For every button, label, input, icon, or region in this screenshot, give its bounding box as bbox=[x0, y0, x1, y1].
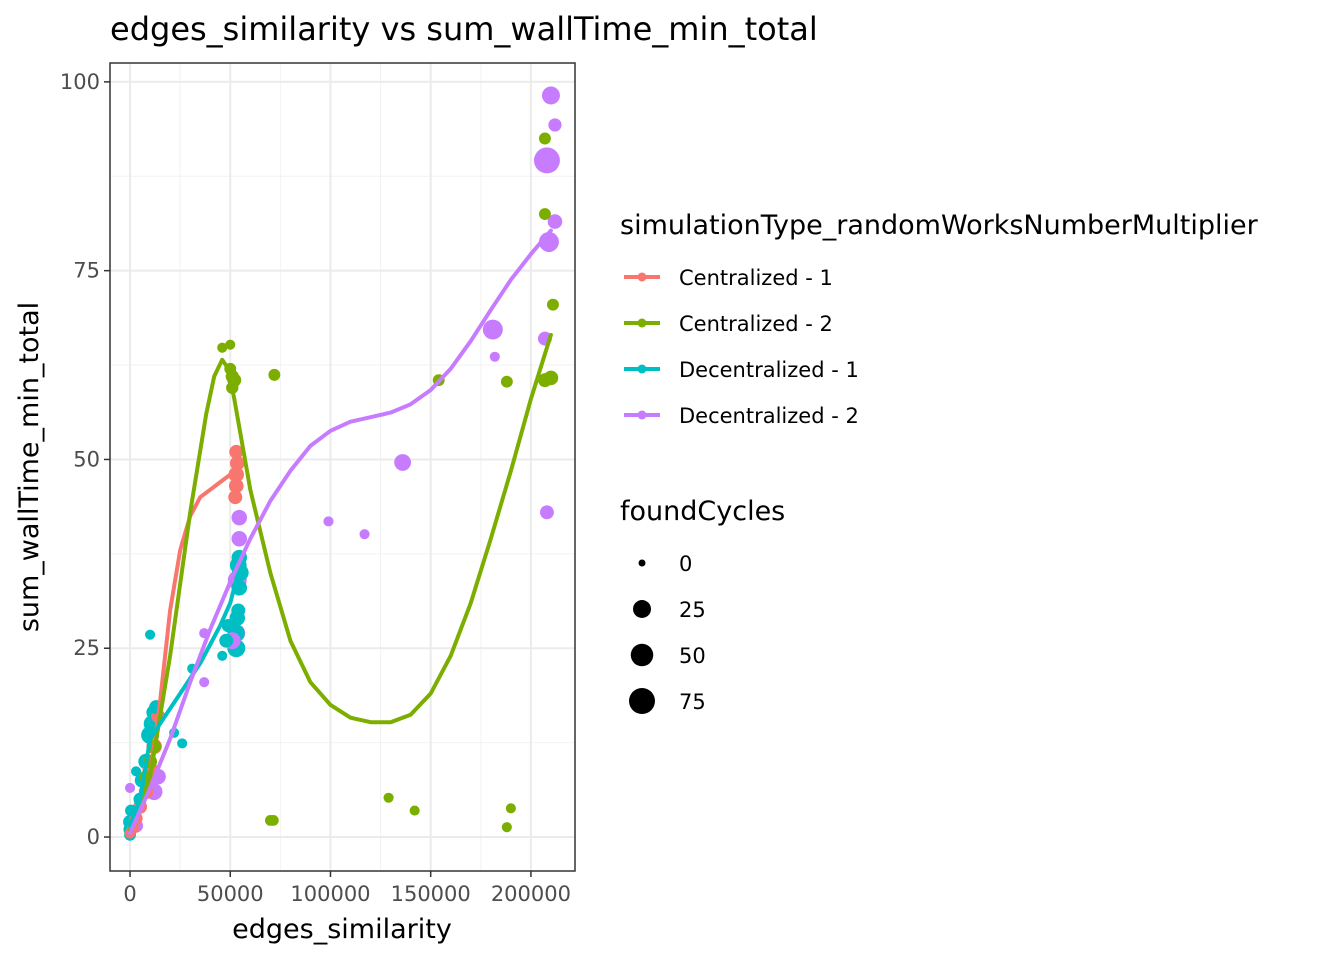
size-legend: foundCycles 0 25 50 75 bbox=[620, 496, 785, 714]
x-axis: 0 50000 100000 150000 200000 bbox=[123, 871, 571, 906]
data-point bbox=[177, 738, 188, 749]
data-point bbox=[394, 454, 412, 471]
data-point bbox=[359, 529, 370, 540]
x-axis-title: edges_similarity bbox=[232, 914, 452, 945]
minor-gridlines bbox=[110, 63, 575, 871]
data-point bbox=[546, 298, 559, 311]
data-point bbox=[268, 368, 281, 381]
data-point bbox=[231, 603, 246, 618]
data-point bbox=[489, 351, 500, 362]
data-point bbox=[538, 208, 551, 220]
x-tick-label: 100000 bbox=[290, 882, 370, 906]
data-point bbox=[221, 618, 235, 633]
plot-background bbox=[110, 63, 575, 871]
data-point bbox=[323, 516, 334, 527]
smooth-line bbox=[128, 332, 553, 832]
data-point bbox=[199, 677, 210, 688]
y-axis: 0 25 50 75 100 bbox=[60, 70, 110, 849]
y-tick-label: 25 bbox=[73, 636, 100, 660]
color-legend-label: Decentralized - 1 bbox=[679, 358, 859, 382]
data-point bbox=[217, 342, 228, 353]
color-legend-dot bbox=[637, 272, 647, 282]
data-point bbox=[501, 822, 512, 833]
color-legend-keys: Centralized - 1 Centralized - 2 Decentrali… bbox=[624, 266, 859, 428]
data-point bbox=[505, 803, 516, 814]
size-legend-title: foundCycles bbox=[620, 496, 785, 527]
color-legend: simulationType_randomWorksNumberMultipli… bbox=[620, 210, 1259, 428]
x-tick-label: 0 bbox=[123, 882, 136, 906]
color-legend-dot bbox=[637, 410, 647, 420]
data-point bbox=[228, 478, 244, 494]
data-point bbox=[267, 815, 279, 826]
plot-border bbox=[109, 62, 576, 872]
data-point bbox=[548, 118, 562, 132]
color-legend-label: Centralized - 1 bbox=[679, 266, 833, 290]
data-point bbox=[145, 629, 156, 640]
x-tick-label: 50000 bbox=[197, 882, 264, 906]
plot-panel bbox=[109, 62, 576, 872]
x-tick-label: 150000 bbox=[391, 882, 471, 906]
data-point bbox=[229, 444, 244, 459]
data-point bbox=[231, 530, 248, 547]
data-point bbox=[231, 509, 248, 526]
x-tick-label: 200000 bbox=[491, 882, 571, 906]
chart-title: edges_similarity vs sum_wallTime_min_tot… bbox=[110, 10, 818, 48]
smooth-line bbox=[128, 563, 243, 828]
data-point bbox=[219, 633, 234, 648]
size-legend-dot bbox=[629, 688, 655, 714]
data-point bbox=[482, 319, 503, 340]
y-tick-label: 50 bbox=[73, 447, 100, 471]
y-tick-label: 75 bbox=[73, 259, 100, 283]
smooth-lines bbox=[128, 228, 553, 836]
data-point bbox=[409, 805, 420, 816]
size-legend-dot bbox=[630, 643, 654, 667]
data-point bbox=[538, 132, 551, 145]
data-point bbox=[533, 147, 560, 174]
data-point bbox=[500, 375, 513, 388]
size-legend-label: 25 bbox=[679, 598, 706, 622]
data-point bbox=[537, 373, 552, 388]
size-legend-dot bbox=[633, 600, 651, 618]
color-legend-label: Decentralized - 2 bbox=[679, 404, 859, 428]
color-legend-dot bbox=[637, 364, 647, 374]
size-legend-label: 0 bbox=[679, 552, 692, 576]
data-point bbox=[539, 505, 554, 520]
data-point bbox=[228, 490, 243, 505]
data-point bbox=[225, 339, 236, 350]
smooth-line bbox=[128, 228, 553, 836]
color-legend-title: simulationType_randomWorksNumberMultipli… bbox=[620, 210, 1259, 241]
data-point bbox=[383, 792, 394, 803]
data-point bbox=[217, 650, 228, 661]
color-legend-label: Centralized - 2 bbox=[679, 312, 833, 336]
data-point bbox=[131, 766, 142, 777]
data-point bbox=[541, 86, 560, 105]
size-legend-label: 75 bbox=[679, 690, 706, 714]
data-point bbox=[229, 455, 245, 471]
size-legend-keys: 0 25 50 75 bbox=[629, 552, 706, 714]
data-point bbox=[547, 214, 563, 229]
y-axis-title: sum_wallTime_min_total bbox=[14, 302, 45, 632]
y-tick-label: 100 bbox=[60, 70, 100, 94]
size-legend-label: 50 bbox=[679, 644, 706, 668]
y-tick-label: 0 bbox=[87, 825, 100, 849]
color-legend-dot bbox=[637, 318, 647, 328]
data-point bbox=[124, 782, 136, 793]
major-gridlines bbox=[110, 63, 575, 871]
size-legend-dot bbox=[638, 559, 646, 567]
